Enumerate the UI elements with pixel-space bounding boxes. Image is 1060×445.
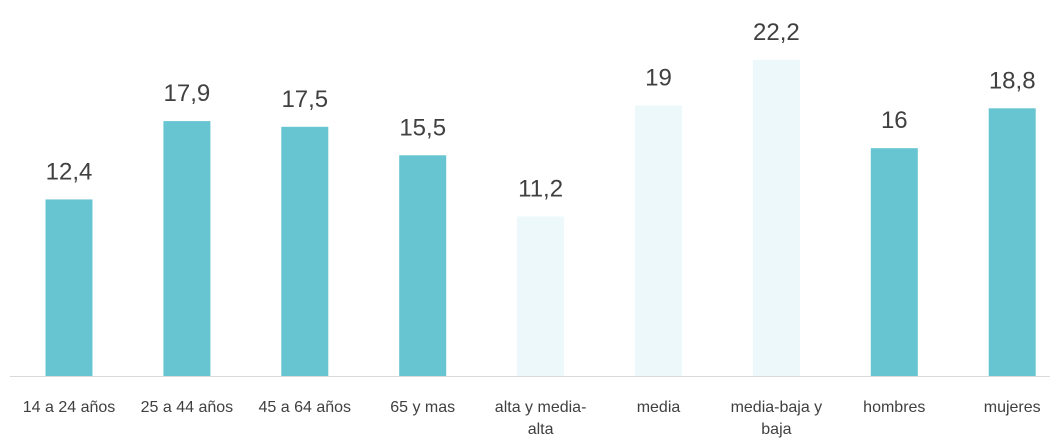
bar (281, 126, 329, 376)
x-tick-label: media (636, 399, 681, 416)
x-tick-label: media-baja y baja (730, 399, 823, 438)
x-tick-label: hombres (863, 399, 926, 416)
bar (163, 121, 211, 376)
value-label: 22,2 (753, 19, 800, 46)
value-label: 15,5 (399, 114, 446, 141)
x-tick-label: 14 a 24 años (22, 399, 116, 416)
x-tick-label: mujeres (983, 399, 1041, 416)
value-label: 18,8 (989, 67, 1036, 94)
x-tick-label: 65 y mas (390, 399, 456, 416)
bar (752, 59, 800, 376)
bar (399, 155, 447, 376)
value-label: 16 (881, 107, 908, 134)
value-label: 17,5 (281, 86, 328, 113)
value-label: 11,2 (518, 176, 563, 203)
bar (988, 108, 1036, 377)
value-label: 19 (645, 64, 672, 91)
x-tick-label: alta y media-alta (494, 399, 587, 438)
bar (635, 105, 682, 376)
x-tick-label: 45 a 64 años (258, 399, 352, 416)
bar (517, 216, 565, 376)
value-label: 12,4 (46, 158, 93, 185)
x-tick-label: 25 a 44 años (140, 399, 234, 416)
bar (45, 199, 93, 376)
value-label: 17,9 (164, 80, 211, 107)
bar (870, 148, 918, 376)
